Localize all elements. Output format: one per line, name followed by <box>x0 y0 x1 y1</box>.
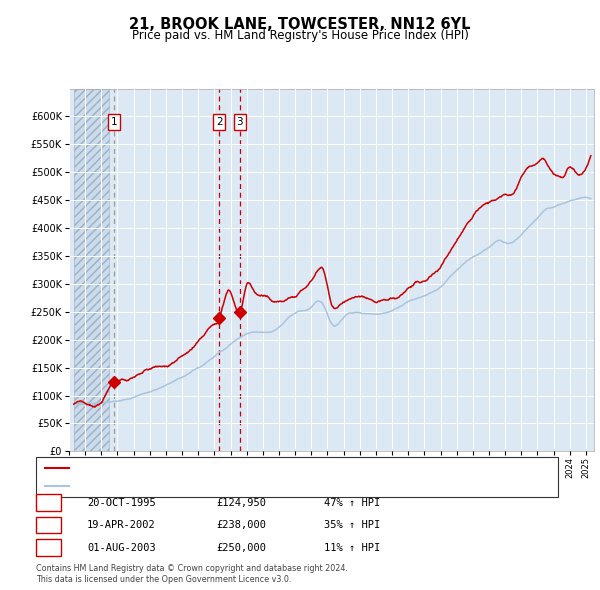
Text: 11% ↑ HPI: 11% ↑ HPI <box>324 543 380 552</box>
Text: 20-OCT-1995: 20-OCT-1995 <box>87 498 156 507</box>
Text: 21, BROOK LANE, TOWCESTER, NN12 6YL (detached house): 21, BROOK LANE, TOWCESTER, NN12 6YL (det… <box>73 463 367 473</box>
Text: 1: 1 <box>45 498 52 507</box>
Text: This data is licensed under the Open Government Licence v3.0.: This data is licensed under the Open Gov… <box>36 575 292 584</box>
Text: Contains HM Land Registry data © Crown copyright and database right 2024.: Contains HM Land Registry data © Crown c… <box>36 565 348 573</box>
Text: £124,950: £124,950 <box>216 498 266 507</box>
Text: 01-AUG-2003: 01-AUG-2003 <box>87 543 156 552</box>
Text: 2: 2 <box>216 117 223 127</box>
Text: 3: 3 <box>236 117 243 127</box>
Text: 3: 3 <box>45 543 52 552</box>
Text: 2: 2 <box>45 520 52 530</box>
Bar <box>74 88 109 451</box>
Text: Price paid vs. HM Land Registry's House Price Index (HPI): Price paid vs. HM Land Registry's House … <box>131 30 469 42</box>
Text: 21, BROOK LANE, TOWCESTER, NN12 6YL: 21, BROOK LANE, TOWCESTER, NN12 6YL <box>129 17 471 31</box>
Text: 19-APR-2002: 19-APR-2002 <box>87 520 156 530</box>
Text: 47% ↑ HPI: 47% ↑ HPI <box>324 498 380 507</box>
Text: HPI: Average price, detached house, West Northamptonshire: HPI: Average price, detached house, West… <box>73 480 370 490</box>
Bar <box>74 88 109 451</box>
Text: £250,000: £250,000 <box>216 543 266 552</box>
Text: £238,000: £238,000 <box>216 520 266 530</box>
Text: 1: 1 <box>111 117 118 127</box>
Text: 35% ↑ HPI: 35% ↑ HPI <box>324 520 380 530</box>
